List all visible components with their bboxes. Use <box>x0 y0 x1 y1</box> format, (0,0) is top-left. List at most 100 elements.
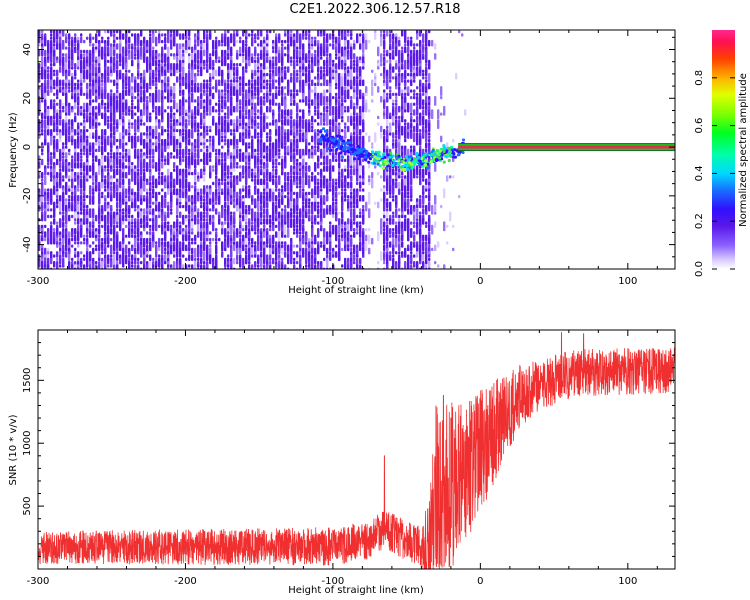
spectrogram-cell <box>287 56 290 63</box>
spectrogram-cell <box>71 191 74 195</box>
spectrogram-cell <box>68 86 71 90</box>
spectrogram-cell <box>50 254 53 258</box>
spectrogram-cell <box>248 208 251 212</box>
spectrogram-cell <box>260 211 263 219</box>
spectrogram-cell <box>335 185 338 192</box>
spectrogram-cell <box>68 251 71 255</box>
spectrogram-cell <box>230 237 233 242</box>
spectrogram-cell <box>161 39 164 44</box>
spectrogram-cell <box>221 251 224 258</box>
spectrogram-cell <box>158 162 161 172</box>
spectrogram-cell <box>140 122 143 126</box>
spectrogram-cell <box>293 228 296 232</box>
spectrogram-cell <box>242 46 245 54</box>
spectrogram-cell <box>245 63 248 70</box>
spectrogram-cell <box>227 231 230 235</box>
spectrogram-cell <box>62 201 65 212</box>
spectrogram-cell <box>353 109 356 113</box>
spectrogram-cell <box>269 69 272 73</box>
spectrogram-cell <box>272 178 275 186</box>
spectrogram-cell <box>41 36 44 40</box>
spectrogram-cell <box>131 46 134 50</box>
spectrogram-cell <box>359 208 362 212</box>
spectrogram-cell <box>269 56 272 60</box>
spectrogram-cell <box>194 168 197 176</box>
spectrogram-cell <box>299 109 302 113</box>
spectrogram-cell <box>209 125 212 129</box>
spectrogram-cell <box>167 105 170 110</box>
spectrogram-cell <box>251 211 254 222</box>
spectrogram-cell <box>347 33 350 37</box>
spectrogram-cell <box>338 158 341 162</box>
spectrogram-cell <box>110 102 113 106</box>
spectrogram-cell <box>206 264 209 269</box>
spectrogram-cell <box>194 36 197 40</box>
spectrogram-cell <box>134 86 137 90</box>
spectrogram-cell <box>218 214 221 219</box>
spectrogram-cell <box>62 53 65 57</box>
spectrogram-cell <box>77 195 80 202</box>
spectrogram-cell <box>224 178 227 182</box>
spectrogram-cell <box>281 231 284 238</box>
spectrogram-cell <box>80 211 83 215</box>
spectrogram-cell <box>188 30 191 37</box>
spectrogram-cell <box>185 138 188 143</box>
spectrogram-cell <box>254 92 257 96</box>
spectrogram-cell <box>371 178 374 189</box>
spectrogram-cell <box>260 30 263 37</box>
spectrogram-cell <box>176 214 179 219</box>
spectrogram-cell <box>260 158 263 166</box>
spectrogram-cell <box>53 135 56 139</box>
spectrogram-cell <box>185 99 188 103</box>
spectrogram-cell <box>101 247 104 252</box>
spectrogram-cell <box>311 171 314 176</box>
spectrogram-cell <box>110 168 113 172</box>
spectrogram-cell <box>152 195 155 199</box>
spectrogram-cell <box>113 49 116 57</box>
spectrogram-cell <box>197 231 200 238</box>
spectrogram-cell <box>329 188 332 192</box>
spectrogram-cell <box>113 138 116 143</box>
spectrogram-cell <box>356 214 359 219</box>
spectrogram-cell <box>116 165 119 169</box>
spectrogram-cell <box>50 89 53 93</box>
spectrogram-cell <box>389 59 392 63</box>
spectrogram-cell <box>62 89 65 93</box>
spectrogram-cell <box>41 49 44 57</box>
spectrogram-cell <box>185 122 188 129</box>
spectrogram-cell <box>80 185 83 189</box>
spectrogram-cell <box>146 96 149 100</box>
spectrogram-cell <box>308 198 311 202</box>
spectrogram-cell <box>359 119 362 126</box>
spectrogram-cell <box>119 158 122 169</box>
spectrogram-cell <box>344 158 347 162</box>
spectrogram-cell <box>242 86 245 93</box>
spectrogram-cell <box>248 162 251 166</box>
spectrogram-cell <box>50 237 53 242</box>
spectrogram-cell <box>227 30 230 34</box>
spectrogram-cell <box>101 251 104 255</box>
spectrogram-cell <box>92 175 95 182</box>
spectrogram-cell <box>314 82 317 87</box>
spectrogram-cell <box>68 231 71 238</box>
spectrogram-cell <box>362 112 365 120</box>
spectrogram-cell <box>260 221 263 225</box>
spectrogram-cell <box>260 181 263 186</box>
spectrogram-cell <box>101 185 104 189</box>
spectrogram-cell <box>152 109 155 113</box>
spectrogram-cell <box>269 105 272 113</box>
spectrogram-cell <box>287 175 290 182</box>
spectrogram-cell <box>314 178 317 186</box>
spectrogram-cell <box>302 201 305 205</box>
spectrogram-cell <box>161 237 164 242</box>
spectrogram-cell <box>326 33 329 44</box>
spectrogram-cell <box>182 254 185 258</box>
spectrogram-cell <box>182 46 185 50</box>
spectrogram-cell <box>53 208 56 219</box>
spectrogram-cell <box>125 188 128 195</box>
spectrogram-cell <box>380 198 383 202</box>
spectrogram-cell <box>350 119 353 126</box>
spectrogram-cell <box>146 125 149 133</box>
spectrogram-cell <box>311 53 314 57</box>
spectrogram-cell <box>173 162 176 169</box>
